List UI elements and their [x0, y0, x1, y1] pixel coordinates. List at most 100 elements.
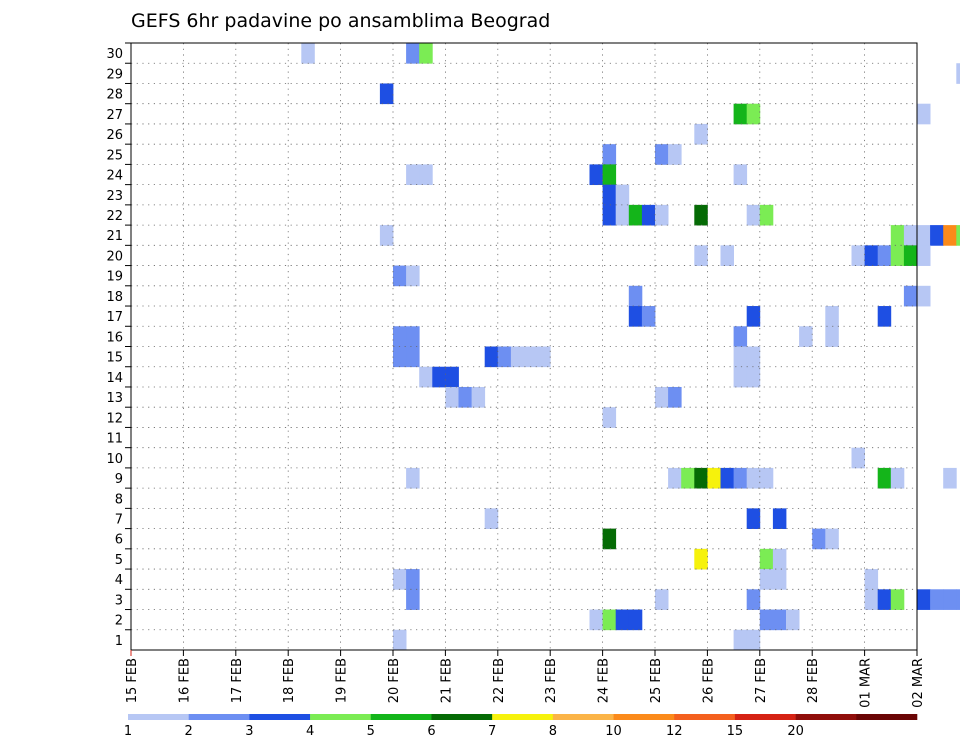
colorbar-label: 12: [666, 724, 683, 739]
colorbar-label: 20: [787, 724, 804, 739]
colorbar-label: 10: [605, 724, 622, 739]
heat-cell: [746, 589, 761, 610]
heat-cell: [655, 589, 669, 610]
heat-cell: [589, 609, 603, 631]
colorbar-label: 6: [427, 724, 435, 739]
heat-cell: [759, 548, 774, 570]
x-tick-label: 22 FEB: [492, 658, 507, 703]
heat-cell: [406, 589, 420, 610]
x-tick-label: 16 FEB: [177, 658, 192, 703]
heat-cell: [471, 386, 486, 408]
y-tick-label: 24: [106, 169, 123, 184]
heat-cell: [432, 366, 446, 388]
y-tick-label: 3: [115, 593, 123, 608]
colorbar-swatch: [188, 714, 250, 720]
heat-cell: [943, 589, 957, 610]
heat-cell: [877, 245, 892, 266]
heat-cell: [641, 306, 656, 327]
y-tick-label: 23: [106, 189, 123, 204]
heat-cell: [825, 326, 839, 347]
heat-cell: [393, 265, 407, 287]
y-tick-label: 22: [106, 209, 123, 224]
heat-cell: [917, 285, 931, 307]
heat-cell: [681, 467, 695, 489]
heat-cell: [930, 589, 944, 610]
heat-cell: [825, 528, 839, 550]
heat-cell: [655, 204, 669, 226]
colorbar-swatch: [370, 714, 432, 720]
x-tick-label: 28 FEB: [806, 658, 821, 703]
heat-cell: [877, 589, 892, 610]
x-tick-label: 02 MAR: [911, 658, 926, 708]
heat-cell: [406, 467, 420, 489]
colorbar-swatch: [128, 714, 189, 720]
heat-cell: [733, 629, 748, 651]
heat-cell: [746, 346, 761, 368]
heat-cell: [628, 204, 643, 226]
heat-cell: [419, 366, 433, 388]
heat-cell: [917, 589, 931, 610]
heat-cell: [733, 326, 748, 347]
heat-cell: [301, 43, 315, 64]
heat-cell: [694, 245, 708, 266]
heat-cell: [746, 204, 761, 226]
heat-cell: [379, 83, 394, 105]
heat-cell: [890, 589, 905, 610]
heat-cell: [956, 63, 960, 84]
heat-cell: [746, 508, 761, 529]
heat-cell: [799, 326, 813, 347]
y-tick-label: 5: [115, 553, 123, 568]
heat-cell: [602, 528, 617, 550]
heat-cell: [668, 144, 682, 165]
heat-cell: [393, 346, 407, 368]
x-tick-label: 27 FEB: [754, 658, 769, 703]
y-tick-label: 4: [115, 573, 123, 588]
heat-cell: [746, 366, 761, 388]
y-tick-label: 9: [115, 472, 123, 487]
heat-cell: [615, 609, 630, 631]
x-tick-label: 01 MAR: [859, 658, 874, 708]
heat-cell: [772, 548, 787, 570]
colorbar-label: 7: [488, 724, 496, 739]
heat-cell: [694, 123, 708, 145]
heat-cell: [484, 508, 499, 529]
y-tick-label: 27: [106, 108, 123, 123]
y-tick-label: 6: [115, 533, 123, 548]
colorbar-swatch: [249, 714, 311, 720]
colorbar-label: 4: [306, 724, 314, 739]
heat-cell: [733, 366, 748, 388]
colorbar-swatch: [310, 714, 372, 720]
heat-cell: [641, 204, 656, 226]
colorbar-label: 1: [124, 724, 132, 739]
heat-cell: [694, 467, 708, 489]
heat-cell: [668, 386, 682, 408]
heat-cell: [864, 245, 879, 266]
heat-cell: [497, 346, 512, 368]
heat-cell: [602, 609, 617, 631]
heat-cell: [943, 467, 957, 489]
heat-cell: [772, 609, 787, 631]
x-tick-label: 19 FEB: [335, 658, 350, 703]
heat-cell: [917, 245, 931, 266]
colorbar-swatch: [552, 714, 614, 720]
heat-cell: [877, 306, 892, 327]
heat-cell: [445, 366, 459, 388]
heat-cell: [602, 204, 617, 226]
heat-cell: [628, 306, 643, 327]
heat-cell: [851, 447, 865, 469]
heat-cell: [668, 467, 682, 489]
colorbar-label: 8: [549, 724, 557, 739]
heat-cell: [903, 225, 918, 246]
heat-cell: [602, 407, 617, 428]
heat-cell: [759, 569, 774, 590]
heat-cell: [379, 225, 394, 246]
heat-cell: [890, 245, 905, 266]
heat-cell: [602, 184, 617, 206]
heat-cell: [406, 43, 420, 64]
heat-cell: [419, 43, 433, 64]
y-tick-label: 7: [115, 512, 123, 527]
heat-cell: [759, 467, 774, 489]
heat-cell: [733, 346, 748, 368]
heat-cell: [759, 609, 774, 631]
